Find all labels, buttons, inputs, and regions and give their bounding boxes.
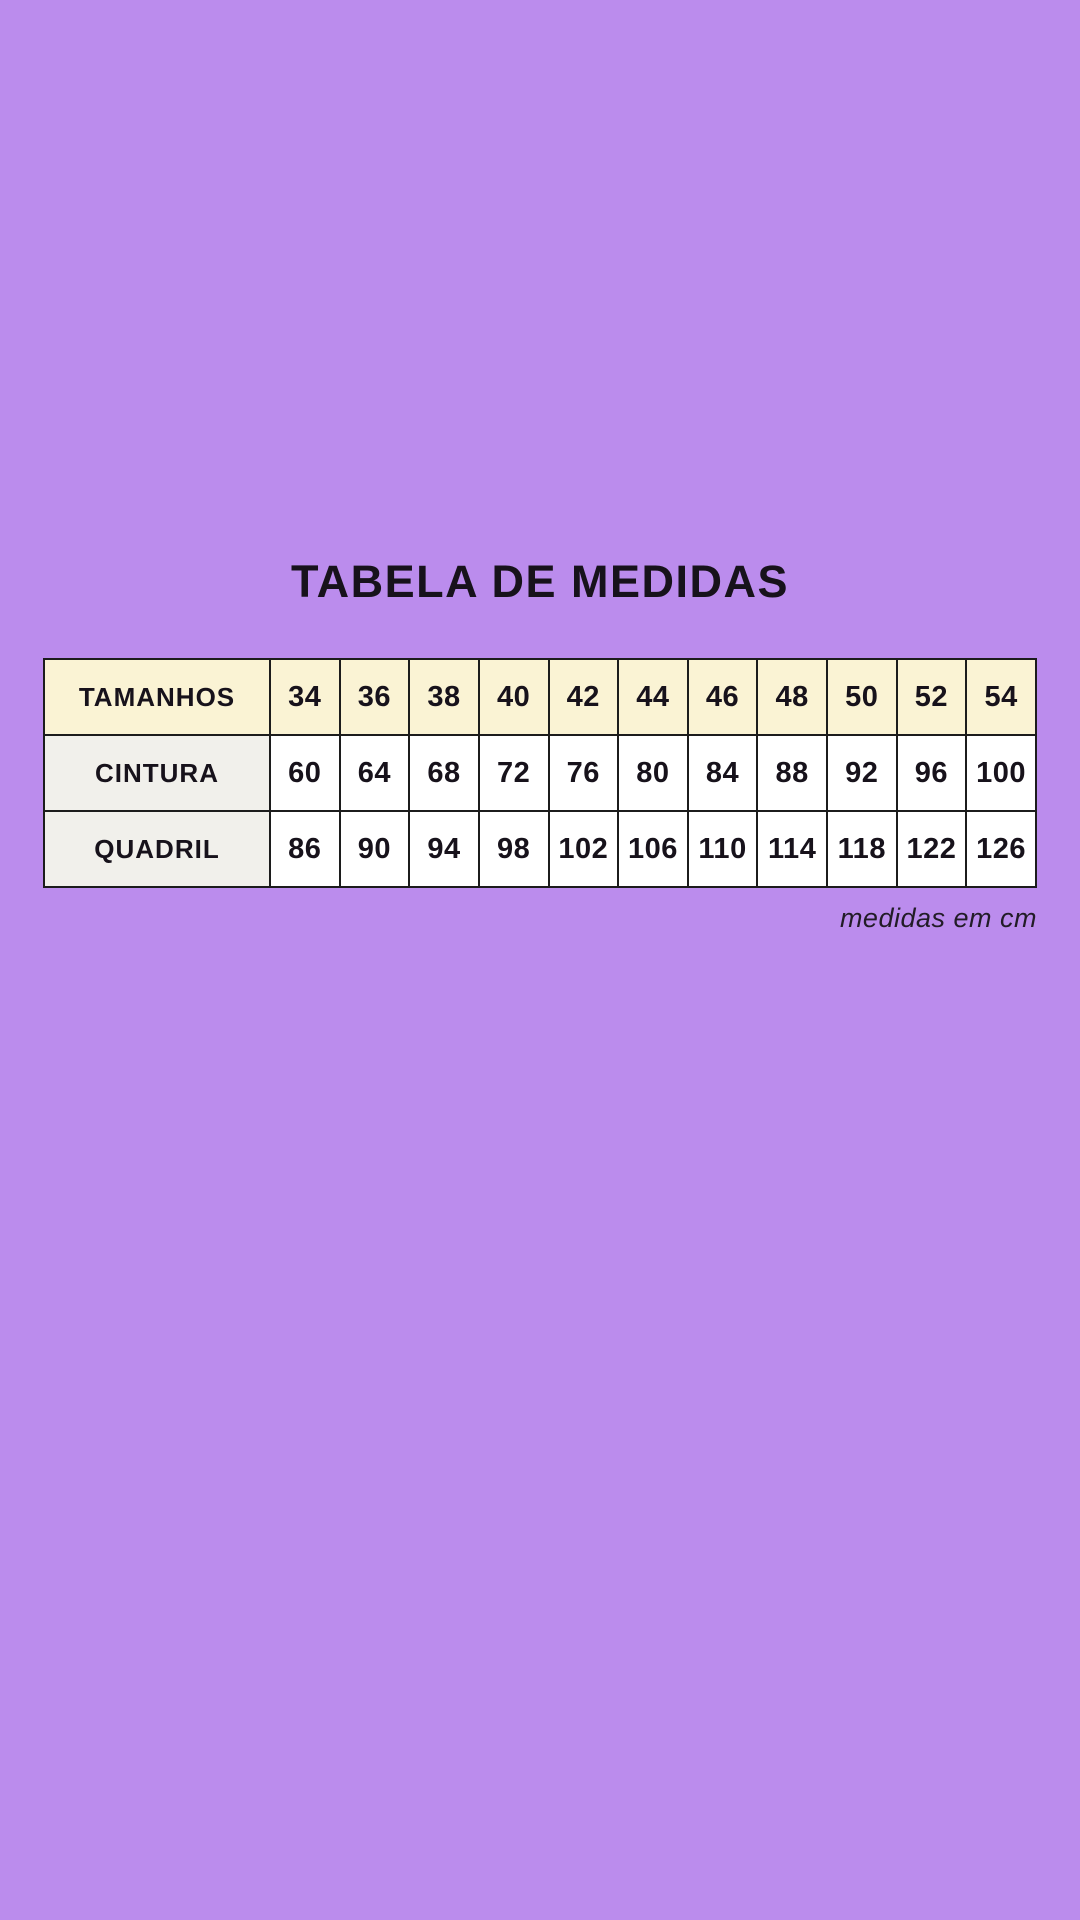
waist-value: 100: [965, 734, 1037, 812]
waist-value: 96: [895, 734, 968, 812]
table-row-hip: QUADRIL 86 90 94 98 102 106 110 114 118 …: [43, 810, 1037, 888]
size-cell: 40: [477, 658, 550, 736]
waist-value: 72: [477, 734, 550, 812]
table-row-sizes: TAMANHOS 34 36 38 40 42 44 46 48 50 52 5…: [43, 658, 1037, 736]
size-cell: 34: [269, 658, 341, 736]
size-cell: 54: [965, 658, 1037, 736]
waist-value: 76: [547, 734, 620, 812]
table-row-waist: CINTURA 60 64 68 72 76 80 84 88 92 96 10…: [43, 734, 1037, 812]
size-cell: 44: [617, 658, 689, 736]
waist-value: 88: [756, 734, 828, 812]
units-caption: medidas em cm: [839, 903, 1037, 933]
waist-value: 92: [826, 734, 898, 812]
hip-value: 110: [686, 810, 759, 888]
hip-value: 106: [617, 810, 689, 888]
waist-value: 84: [686, 734, 759, 812]
hip-value: 90: [338, 810, 411, 888]
size-cell: 46: [686, 658, 759, 736]
waist-value: 60: [269, 734, 341, 812]
hip-value: 98: [477, 810, 550, 888]
size-cell: 48: [756, 658, 828, 736]
size-cell: 52: [895, 658, 968, 736]
hip-value: 118: [826, 810, 898, 888]
page-title: TABELA DE MEDIDAS: [291, 556, 789, 607]
row-label-waist: CINTURA: [43, 734, 271, 812]
hip-value: 126: [965, 810, 1037, 888]
size-cell: 36: [338, 658, 411, 736]
size-table: TAMANHOS 34 36 38 40 42 44 46 48 50 52 5…: [43, 658, 1037, 888]
size-cell: 50: [826, 658, 898, 736]
size-cell: 38: [408, 658, 480, 736]
waist-value: 64: [338, 734, 411, 812]
hip-value: 86: [269, 810, 341, 888]
hip-value: 122: [895, 810, 968, 888]
size-cell: 42: [547, 658, 620, 736]
waist-value: 68: [408, 734, 480, 812]
row-label-hip: QUADRIL: [43, 810, 271, 888]
hip-value: 114: [756, 810, 828, 888]
waist-value: 80: [617, 734, 689, 812]
sizes-header-label: TAMANHOS: [43, 658, 271, 736]
hip-value: 102: [547, 810, 620, 888]
hip-value: 94: [408, 810, 480, 888]
